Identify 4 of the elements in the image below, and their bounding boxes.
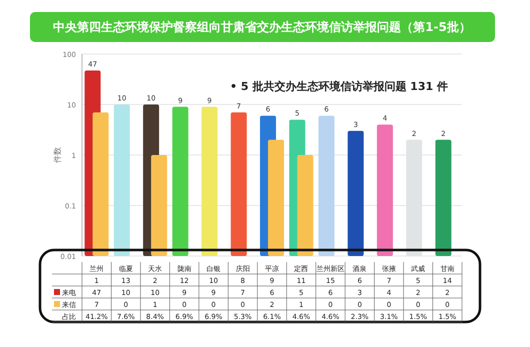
annotation: • 5 批共交办生态环境信访举报问题 131 件 — [230, 80, 448, 93]
chart-title: 中央第四生态环境保护督察组向甘肃省交办生态环境信访举报问题（第1-5批） — [53, 20, 471, 34]
title: 中央第四生态环境保护督察组向甘肃省交办生态环境信访举报问题（第1-5批） — [30, 12, 495, 42]
y-axis-title: 件数 — [53, 147, 62, 163]
